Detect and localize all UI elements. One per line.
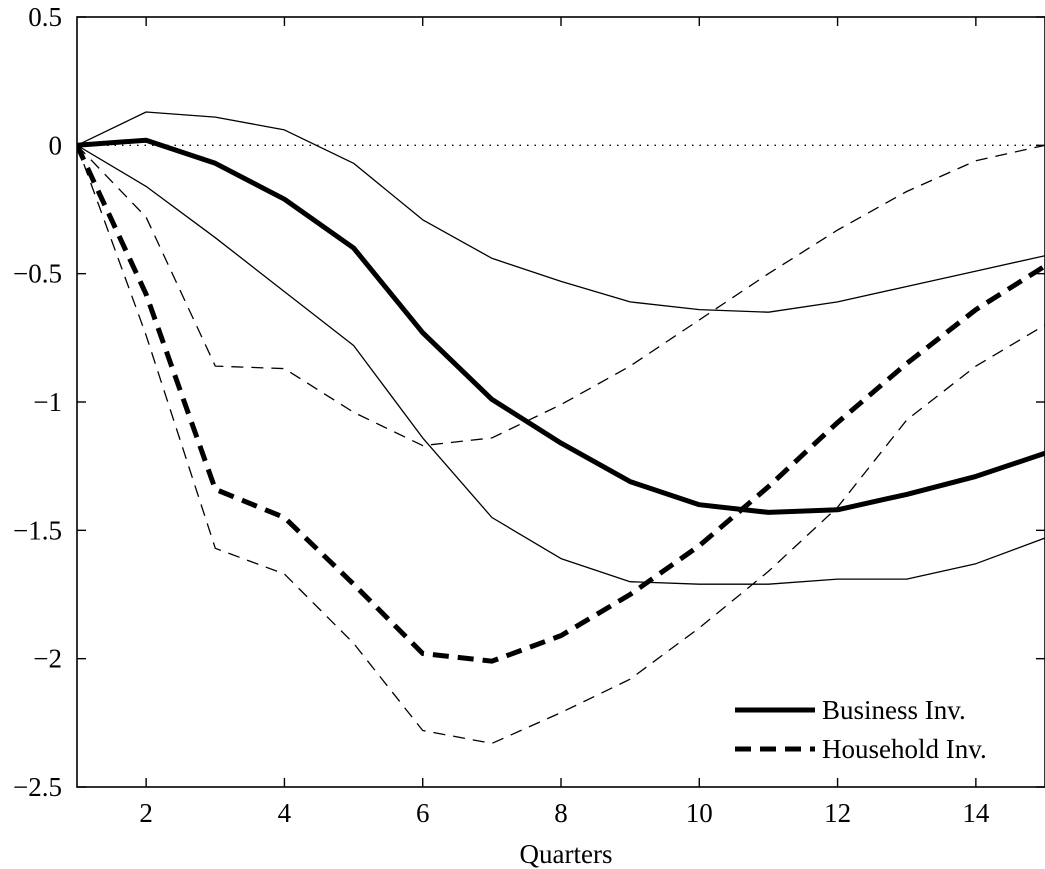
y-tick-label: −2 xyxy=(33,644,62,674)
legend-label: Household Inv. xyxy=(822,734,987,764)
legend-label: Business Inv. xyxy=(822,695,966,725)
plot-area xyxy=(77,111,1045,745)
plot-frame xyxy=(76,16,1045,788)
x-axis-label: Quarters xyxy=(520,839,613,869)
y-tick-label: 0 xyxy=(49,130,63,160)
y-tick-label: 0.5 xyxy=(28,2,62,32)
series-line-5-lower-band xyxy=(77,145,1045,745)
x-tick-label: 4 xyxy=(278,798,292,828)
axes: 2 4 6 8 10 12 14 0.5 0 −0.5 −1 −1.5 −2 −2.5 xyxy=(13,2,1045,828)
series-line-2-lower-band xyxy=(77,144,1045,585)
x-tick-label: 8 xyxy=(554,798,568,828)
series-line-0-business-inv xyxy=(77,137,1045,515)
y-tick-label: −0.5 xyxy=(13,259,62,289)
x-tick-label: 14 xyxy=(962,798,990,828)
x-tick-label: 10 xyxy=(686,798,713,828)
y-tick-label: −1.5 xyxy=(13,515,62,545)
y-tick-label: −1 xyxy=(33,387,62,417)
series-line-4-upper-band xyxy=(77,144,1045,447)
x-tick-label: 6 xyxy=(416,798,430,828)
x-tick-label: 12 xyxy=(824,798,851,828)
legend: Business Inv. Household Inv. xyxy=(735,695,987,764)
series-line-1-upper-band xyxy=(77,111,1045,313)
x-tick-label: 2 xyxy=(139,798,153,828)
series-line-3-household-inv xyxy=(77,144,1045,664)
y-tick-label: −2.5 xyxy=(13,772,62,802)
